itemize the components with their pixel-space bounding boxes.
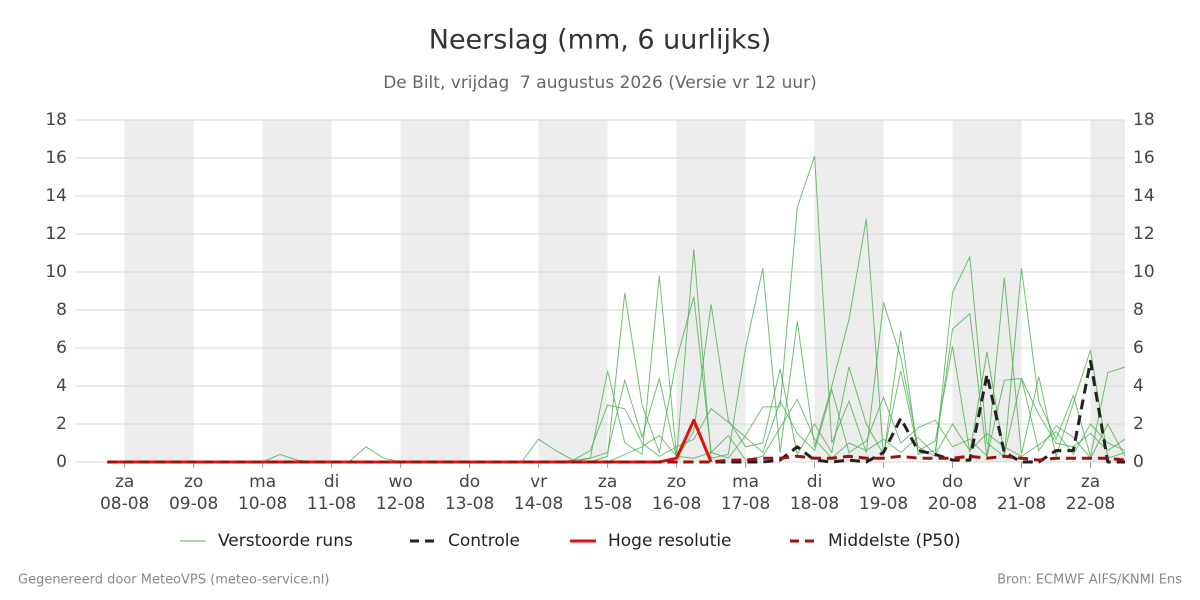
y-tick-label: 16 [45,148,67,168]
x-tick-label-line: 21-08 [997,494,1046,514]
day-shade [538,120,608,462]
x-tick-label-line: 09-08 [169,494,218,514]
x-tick-label: vr 14-08 [514,472,563,514]
x-tick-label: wo 19-08 [859,472,908,514]
x-tick-label: ma 10-08 [238,472,287,514]
x-tick-label-line: vr [1013,472,1030,492]
y-tick-label: 2 [56,414,67,434]
y-tick-label: 14 [45,186,67,206]
y2-tick-label: 0 [1133,452,1144,472]
x-tick-label-line: za [1081,472,1100,492]
x-tick-label-line: wo [388,472,412,492]
x-tick-label-line: 18-08 [790,494,839,514]
y-tick-label: 6 [56,338,67,358]
y2-tick-label: 12 [1133,224,1155,244]
x-tick-label-line: 15-08 [583,494,632,514]
y2-tick-label: 14 [1133,186,1155,206]
day-shade [124,120,194,462]
legend-label: Hoge resolutie [608,531,732,551]
y2-tick-label: 4 [1133,376,1144,396]
x-tick-label-line: do [459,472,480,492]
x-tick-label: di 11-08 [307,472,356,514]
x-tick-label-line: 19-08 [859,494,908,514]
day-shade [952,120,1022,462]
legend-label: Verstoorde runs [218,531,353,551]
x-tick-label-line: ma [732,472,759,492]
day-shade [400,120,470,462]
y2-tick-label: 10 [1133,262,1155,282]
day-shade [676,120,746,462]
y-tick-label: 18 [45,110,67,130]
x-tick-label: do 20-08 [928,472,977,514]
x-tick-label-line: 12-08 [376,494,425,514]
x-tick-label-line: zo [184,472,203,492]
chart-subtitle: De Bilt, vrijdag 7 augustus 2026 (Versie… [383,73,817,93]
x-tick-label-line: di [324,472,340,492]
x-tick-label-line: za [115,472,134,492]
x-tick-label-line: za [598,472,617,492]
footer-right: Bron: ECMWF AIFS/KNMI Ens [997,573,1182,588]
x-tick-label: di 18-08 [790,472,839,514]
legend-label: Controle [448,531,520,551]
day-shade [262,120,332,462]
x-tick-label: wo 12-08 [376,472,425,514]
x-tick-label: zo 09-08 [169,472,218,514]
x-tick-label: za 08-08 [100,472,149,514]
x-tick-label: zo 16-08 [652,472,701,514]
x-tick-label-line: 20-08 [928,494,977,514]
x-tick-label-line: vr [530,472,547,492]
x-tick-label: do 13-08 [445,472,494,514]
x-tick-label-line: 13-08 [445,494,494,514]
x-tick-label: za 22-08 [1066,472,1115,514]
x-tick-label-line: do [942,472,963,492]
legend-label: Middelste (P50) [828,531,961,551]
y-tick-label: 4 [56,376,67,396]
y-tick-label: 10 [45,262,67,282]
y2-tick-label: 8 [1133,300,1144,320]
background [75,119,1125,463]
x-tick-label-line: 16-08 [652,494,701,514]
y-tick-label: 12 [45,224,67,244]
x-tick-label-line: zo [667,472,686,492]
x-tick-label-line: 22-08 [1066,494,1115,514]
x-tick-label-line: 10-08 [238,494,287,514]
day-shade [1090,120,1125,462]
x-tick-label-line: 17-08 [721,494,770,514]
y2-tick-label: 16 [1133,148,1155,168]
x-tick-label-line: di [807,472,823,492]
x-tick-label-line: 08-08 [100,494,149,514]
chart-title: Neerslag (mm, 6 uurlijks) [429,25,771,56]
series-line [107,454,1126,464]
x-tick-label-line: ma [249,472,276,492]
x-tick-label: ma 17-08 [721,472,770,514]
footer-left: Gegenereerd door MeteoVPS (meteo-service… [18,573,329,588]
x-tick-label: za 15-08 [583,472,632,514]
y2-tick-label: 18 [1133,110,1155,130]
x-tick-label-line: 14-08 [514,494,563,514]
y2-tick-label: 6 [1133,338,1144,358]
x-tick-label-line: 11-08 [307,494,356,514]
y-tick-label: 8 [56,300,67,320]
x-tick-label-line: wo [871,472,895,492]
y-tick-label: 0 [56,452,67,472]
x-tick-label: vr 21-08 [997,472,1046,514]
y2-tick-label: 2 [1133,414,1144,434]
